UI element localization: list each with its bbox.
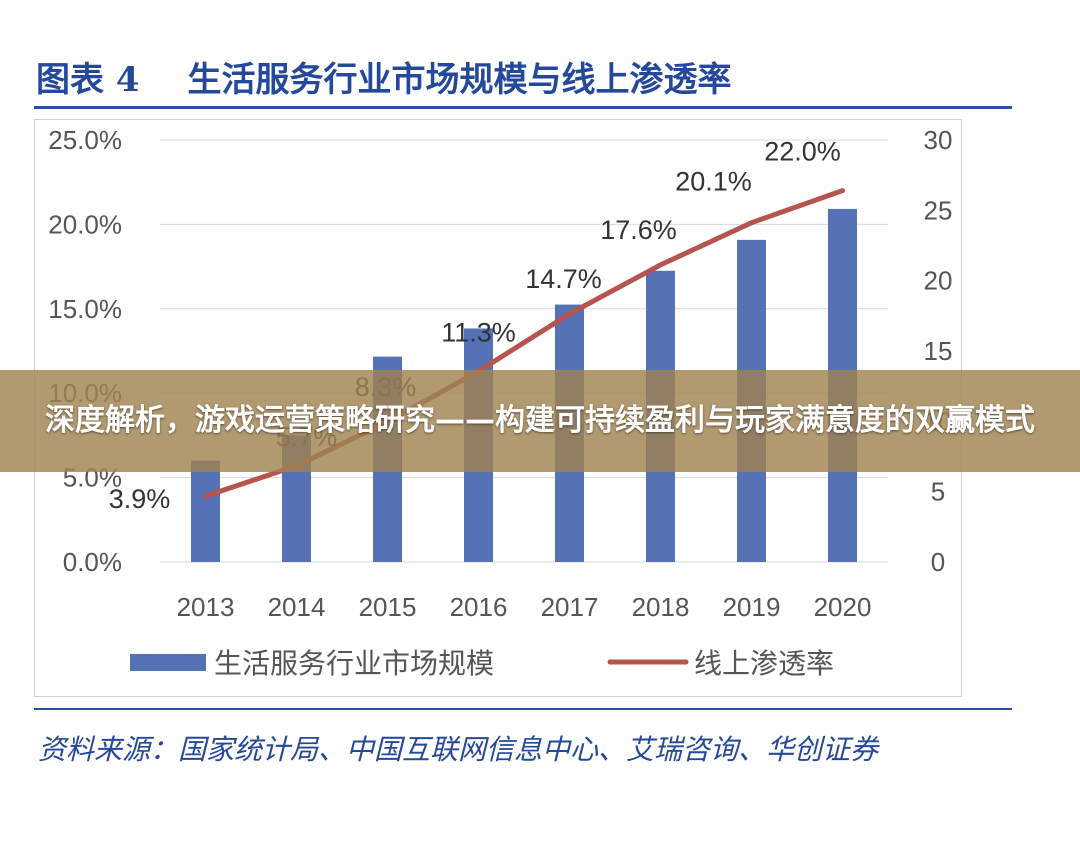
x-tick-label: 2015 [359,592,417,622]
data-label: 17.6% [600,215,677,245]
legend-bar-label: 生活服务行业市场规模 [214,647,494,680]
data-label: 20.1% [675,167,752,197]
headline-text: 深度解析，游戏运营策略研究——构建可持续盈利与玩家满意度的双赢模式 [45,403,1035,438]
legend-bar-swatch [130,654,206,671]
data-label: 14.7% [525,264,602,294]
y-right-tick-label: 0 [931,547,945,577]
legend-line-label: 线上渗透率 [694,647,834,680]
title-divider [34,106,1012,109]
y-right-tick-label: 15 [924,336,953,366]
data-label: 11.3% [441,317,516,347]
data-label: 3.9% [109,484,171,514]
figure-number: 图表 4 [36,59,140,100]
x-tick-label: 2017 [541,592,599,622]
x-tick-label: 2018 [632,592,690,622]
y-right-tick-label: 25 [924,195,953,225]
x-tick-label: 2020 [814,592,872,622]
data-label: 22.0% [764,137,841,167]
x-tick-label: 2016 [450,592,508,622]
y-left-tick-label: 0.0% [63,547,122,577]
x-tick-label: 2019 [723,592,781,622]
headline-banner: 深度解析，游戏运营策略研究——构建可持续盈利与玩家满意度的双赢模式 [0,370,1080,472]
chart-title: 生活服务行业市场规模与线上渗透率 [187,59,732,100]
y-right-tick-label: 5 [931,477,945,507]
y-left-tick-label: 25.0% [48,125,122,155]
y-left-tick-label: 15.0% [48,294,122,324]
source-divider [34,708,1012,710]
x-tick-label: 2013 [177,592,235,622]
y-left-tick-label: 20.0% [48,209,122,239]
y-right-tick-label: 20 [924,266,953,296]
chart-title-row: 图表 4 生活服务行业市场规模与线上渗透率 [36,52,732,100]
x-tick-label: 2014 [268,592,326,622]
bar [191,460,220,562]
y-right-tick-label: 30 [924,125,953,155]
source-note: 资料来源：国家统计局、中国互联网信息中心、艾瑞咨询、华创证券 [38,733,879,766]
